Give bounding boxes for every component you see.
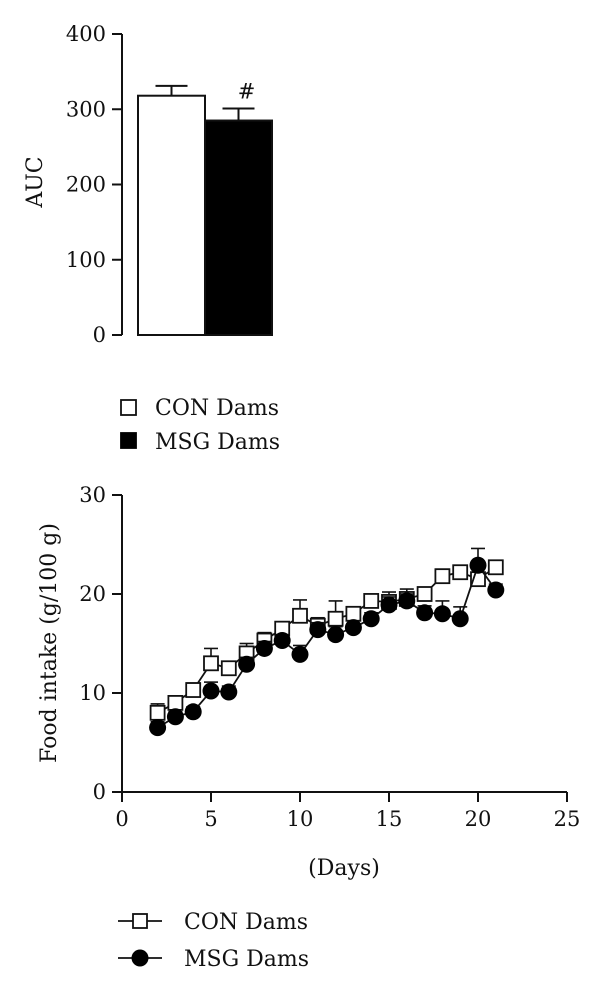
point-msg-2 [184, 703, 202, 721]
line-y-tick-label-0: 0 [93, 780, 106, 804]
bar-1 [204, 119, 273, 336]
point-con-0 [149, 704, 166, 721]
legend-msg-square [120, 432, 137, 449]
point-msg-5 [238, 655, 256, 673]
point-msg-16 [433, 605, 451, 623]
point-msg-7 [273, 632, 291, 650]
point-msg-9 [309, 621, 327, 639]
line-x-tick-label-0: 0 [115, 807, 128, 831]
point-msg-15 [416, 604, 434, 622]
point-con-19 [487, 559, 504, 576]
point-con-16 [434, 568, 451, 585]
point-con-17 [452, 564, 469, 581]
bar-y-axis-title: AUC [23, 156, 48, 208]
line-y-axis-title: Food intake (g/100 g) [37, 523, 62, 763]
bar-legend: CON Dams MSG Dams [120, 396, 280, 455]
line-x-tick-label-25: 25 [554, 807, 581, 831]
legend-msg-label-2: MSG Dams [184, 947, 309, 972]
auc-bar-chart: 0 100 200 300 400 AUC # CON Dams MSG Dams [23, 22, 280, 455]
legend-con-label: CON Dams [155, 396, 279, 421]
bar-y-tick-label-400: 400 [66, 22, 106, 46]
point-con-12 [363, 593, 380, 609]
series-line-1 [157, 563, 497, 729]
point-msg-17 [451, 610, 469, 628]
point-con-1 [167, 695, 184, 711]
food-intake-line-chart: 0 10 20 30 0 5 10 15 20 25 Food intake (g/100 g)… [37, 483, 580, 972]
line-series-group [149, 547, 505, 737]
point-con-10 [327, 610, 344, 627]
point-msg-1 [166, 708, 184, 726]
point-con-4 [220, 660, 237, 677]
legend-msg-label: MSG Dams [155, 430, 280, 455]
series-msg-dams [149, 547, 505, 737]
line-y-tick-label-20: 20 [79, 582, 106, 606]
bar-series: # [137, 79, 273, 336]
point-con-15 [416, 586, 433, 602]
line-y-tick-label-30: 30 [79, 483, 106, 507]
line-x-tick-label-15: 15 [376, 807, 403, 831]
point-con-8 [292, 607, 308, 624]
point-msg-12 [362, 610, 380, 628]
point-con-3 [203, 655, 219, 672]
point-msg-19 [487, 581, 505, 599]
legend-con-marker [132, 913, 148, 929]
line-x-axis-title: (Days) [308, 856, 380, 881]
legend-con-square [120, 399, 137, 416]
bar-y-ticks: 0 100 200 300 400 [66, 22, 122, 347]
bar-y-tick-label-200: 200 [66, 173, 106, 197]
point-msg-3 [202, 682, 220, 700]
bar-0 [137, 94, 206, 336]
point-msg-6 [255, 639, 273, 657]
point-msg-4 [220, 683, 238, 701]
point-con-2 [185, 682, 202, 698]
legend-con-label-2: CON Dams [184, 910, 308, 935]
line-x-tick-label-20: 20 [465, 807, 492, 831]
point-msg-13 [380, 596, 398, 614]
point-msg-14 [398, 592, 416, 610]
bar-y-tick-label-0: 0 [93, 323, 106, 347]
bar-annotation-1: # [238, 79, 256, 103]
bar-y-tick-label-100: 100 [66, 248, 106, 272]
point-msg-18 [469, 556, 487, 574]
point-con-11 [345, 605, 362, 622]
line-y-tick-label-10: 10 [79, 681, 106, 705]
line-x-tick-label-10: 10 [287, 807, 314, 831]
line-x-ticks: 0 5 10 15 20 25 [115, 792, 580, 831]
series-con-dams [149, 559, 504, 721]
line-y-ticks: 0 10 20 30 [79, 483, 122, 804]
point-msg-8 [291, 645, 309, 663]
line-legend: CON Dams MSG Dams [118, 910, 309, 972]
point-msg-0 [149, 719, 167, 737]
bar-y-tick-label-300: 300 [66, 97, 106, 121]
point-msg-10 [327, 626, 345, 644]
point-msg-11 [344, 619, 362, 637]
line-x-tick-label-5: 5 [204, 807, 217, 831]
legend-msg-marker [131, 949, 149, 967]
